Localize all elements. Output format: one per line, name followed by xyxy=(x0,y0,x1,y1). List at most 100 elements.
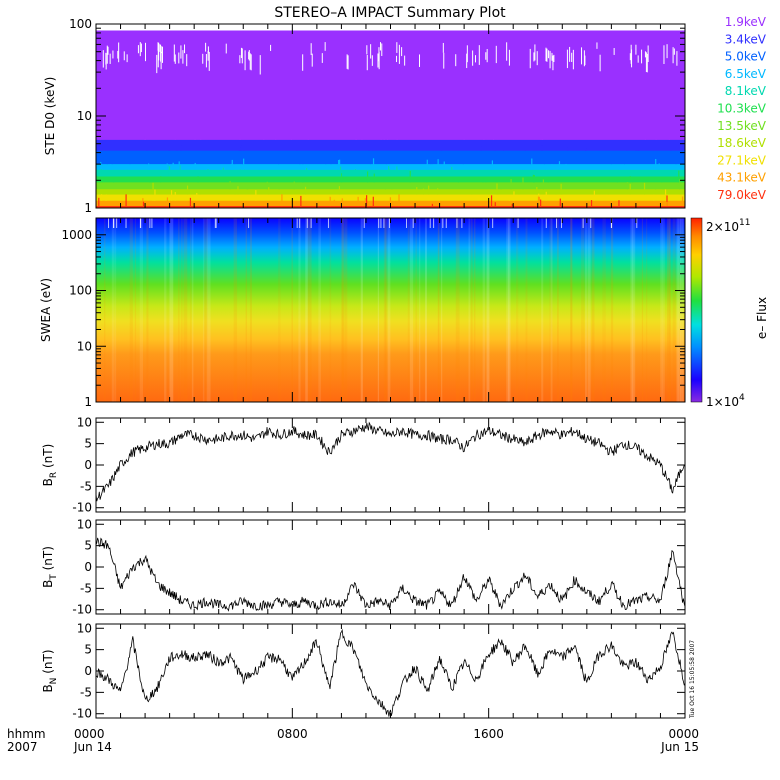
ste-spike xyxy=(635,141,637,151)
swea-top-gap xyxy=(327,218,329,228)
ste-spike xyxy=(661,172,663,177)
swea-stripe xyxy=(146,218,149,402)
ste-spike xyxy=(179,165,181,177)
ste-gap xyxy=(259,55,261,75)
bn-panel: 10 5 0 -5 -10 BN (nT) xyxy=(41,621,686,721)
ste-spike xyxy=(96,175,98,183)
ste-spike xyxy=(531,158,533,170)
ste-spike xyxy=(277,156,280,165)
ste-spike xyxy=(508,197,510,201)
ste-spike xyxy=(166,163,168,170)
ste-spike xyxy=(530,152,532,165)
ste-spike xyxy=(555,190,557,195)
ste-gap xyxy=(378,52,380,70)
ste-spike xyxy=(125,194,127,207)
ste-spike xyxy=(376,189,378,195)
swea-top-gap xyxy=(636,218,638,228)
ste-spike xyxy=(235,197,237,201)
ste-spike xyxy=(561,189,563,195)
ste-spike xyxy=(463,133,465,140)
swea-top-gap xyxy=(380,218,382,228)
ste-spike xyxy=(144,136,147,140)
x-tick-date-label: Jun 15 xyxy=(660,740,699,754)
ste-spike xyxy=(664,189,667,201)
ste-spike xyxy=(637,146,639,151)
colorbar-label: e– Flux xyxy=(755,297,769,339)
ste-spike xyxy=(607,192,609,195)
ste-spike xyxy=(492,129,495,140)
ste-spike xyxy=(428,185,430,195)
ste-spike xyxy=(497,192,499,195)
ste-gap xyxy=(529,48,531,69)
ste-gap xyxy=(137,45,139,54)
br-panel-frame xyxy=(95,417,686,513)
swea-stripe xyxy=(204,218,208,402)
ste-spike xyxy=(618,200,620,207)
ste-legend-entry: 1.9keV xyxy=(725,15,767,29)
ste-gap xyxy=(109,53,111,64)
ste-spike xyxy=(426,159,428,170)
swea-stripe xyxy=(585,218,587,402)
ste-gap xyxy=(118,42,120,63)
ste-spike xyxy=(559,198,561,207)
ste-spike xyxy=(567,147,569,151)
ste-spike xyxy=(144,132,146,140)
swea-stripe xyxy=(291,218,293,402)
bt-y-tick-label: 0 xyxy=(84,560,92,574)
br-y-tick-label: 0 xyxy=(84,458,92,472)
swea-stripe xyxy=(345,218,348,402)
ste-gap xyxy=(613,48,615,55)
ste-gap xyxy=(377,53,379,68)
swea-stripe xyxy=(680,218,685,402)
swea-stripe xyxy=(419,218,421,402)
ste-spike xyxy=(238,147,241,151)
swea-top-gap xyxy=(433,218,435,228)
ste-spike xyxy=(129,157,131,165)
br-panel: 10 5 0 -5 -10 BR (nT) xyxy=(41,415,686,515)
x-tick-label: 0000 xyxy=(74,727,105,741)
ste-gap xyxy=(404,55,406,66)
ste-gap xyxy=(401,47,403,57)
ste-gap xyxy=(205,42,207,52)
swea-top-gap xyxy=(590,218,592,228)
swea-stripe xyxy=(591,218,595,402)
ste-spike xyxy=(154,189,156,201)
ste-spike xyxy=(662,183,664,190)
ste-gap xyxy=(250,54,252,71)
ste-gap xyxy=(244,50,246,71)
ste-spike xyxy=(524,144,527,151)
swea-stripe xyxy=(129,218,133,402)
ste-spike xyxy=(243,169,245,177)
swea-stripe xyxy=(329,218,332,402)
ste-spike xyxy=(503,140,505,151)
ste-gap xyxy=(443,52,445,69)
swea-top-gap xyxy=(139,218,141,228)
swea-stripe xyxy=(383,218,386,402)
ste-spike xyxy=(551,164,553,170)
ste-spike xyxy=(306,167,308,177)
ste-spike xyxy=(540,134,542,140)
ste-spike xyxy=(300,195,302,207)
ste-gap xyxy=(442,42,444,53)
ste-gap xyxy=(159,44,161,52)
swea-top-gap xyxy=(456,218,458,228)
ste-gap xyxy=(324,42,326,51)
swea-y-axis-label: SWEA (eV) xyxy=(39,278,53,342)
ste-gap xyxy=(186,54,188,67)
plot-title: STEREO–A IMPACT Summary Plot xyxy=(274,5,506,21)
ste-spike xyxy=(471,190,473,195)
ste-spike xyxy=(393,194,395,201)
ste-spike xyxy=(194,129,196,140)
ste-spike xyxy=(653,194,655,201)
ste-spike xyxy=(369,154,372,165)
ste-spike xyxy=(655,134,657,140)
ste-spike xyxy=(299,154,301,165)
swea-top-gap xyxy=(299,218,301,228)
ste-gap xyxy=(225,43,227,54)
ste-y-tick-label: 100 xyxy=(69,17,92,31)
ste-gap xyxy=(398,44,400,64)
swea-stripe xyxy=(181,218,183,402)
ste-gap xyxy=(207,51,209,61)
ste-gap xyxy=(117,50,119,59)
